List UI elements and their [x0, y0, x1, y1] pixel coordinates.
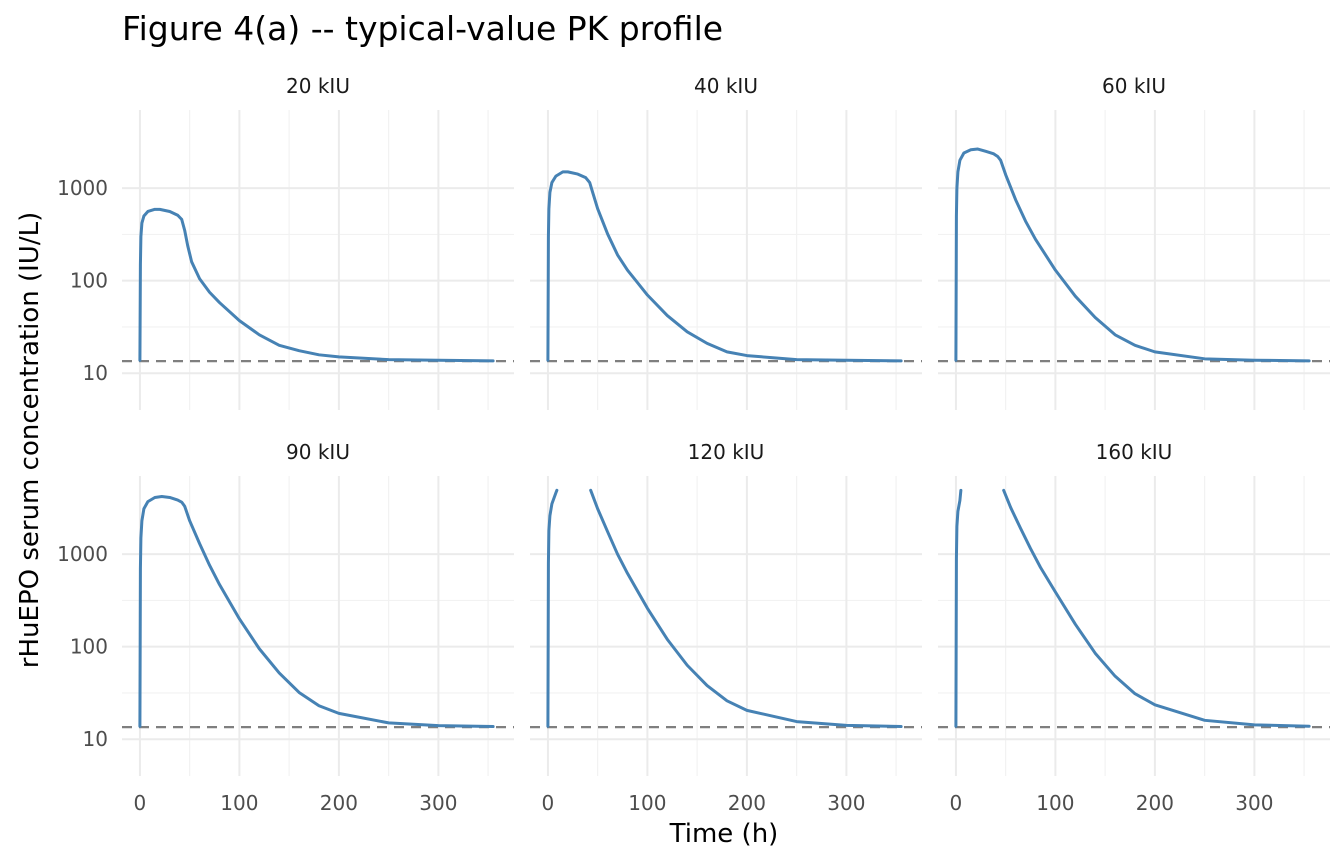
series-line-1 [138, 207, 495, 363]
panel-strip-label: 60 kIU [1102, 74, 1166, 98]
series-line-1 [954, 147, 1311, 363]
chart-title: Figure 4(a) -- typical-value PK profile [122, 9, 723, 48]
panel-strip-label: 20 kIU [286, 74, 350, 98]
panel-4: 90 kIU 10 100 1000 0 100 200 300 [57, 440, 514, 815]
y-axis-title: rHuEPO serum concentration (IU/L) [15, 212, 45, 668]
panel-2: 40 kIU [530, 74, 922, 410]
y-tick-label: 1000 [57, 542, 108, 566]
panel-5: 120 kIU 0 100 200 300 [530, 440, 922, 815]
x-tick-label: 200 [1136, 791, 1174, 815]
x-tick-label: 300 [1235, 791, 1273, 815]
x-tick-label: 300 [419, 791, 457, 815]
y-tick-label: 10 [83, 361, 108, 385]
y-tick-label: 1000 [57, 176, 108, 200]
panel-strip-label: 120 kIU [688, 440, 765, 464]
x-tick-label: 100 [220, 791, 258, 815]
x-tick-label: 300 [827, 791, 865, 815]
x-tick-label: 0 [542, 791, 555, 815]
series-line-1 [138, 495, 495, 729]
series-line-1 [546, 488, 559, 728]
x-tick-label: 200 [320, 791, 358, 815]
panel-strip-label: 90 kIU [286, 440, 350, 464]
panel-strip-label: 160 kIU [1096, 440, 1173, 464]
y-tick-label: 100 [70, 635, 108, 659]
panel-3: 60 kIU [938, 74, 1330, 410]
y-tick-label: 10 [83, 727, 108, 751]
y-tick-label: 100 [70, 269, 108, 293]
x-tick-label: 100 [628, 791, 666, 815]
x-tick-label: 0 [134, 791, 147, 815]
x-tick-label: 200 [728, 791, 766, 815]
x-axis-title: Time (h) [669, 819, 779, 849]
x-tick-label: 100 [1036, 791, 1074, 815]
series-line-2 [589, 488, 903, 729]
series-line-2 [1002, 488, 1311, 728]
series-line-1 [954, 488, 963, 728]
panel-6: 160 kIU 0 100 200 300 [938, 440, 1330, 815]
series-line-1 [546, 170, 903, 363]
x-tick-label: 0 [950, 791, 963, 815]
panel-1: 20 kIU 10 100 1000 [57, 74, 514, 410]
panel-strip-label: 40 kIU [694, 74, 758, 98]
